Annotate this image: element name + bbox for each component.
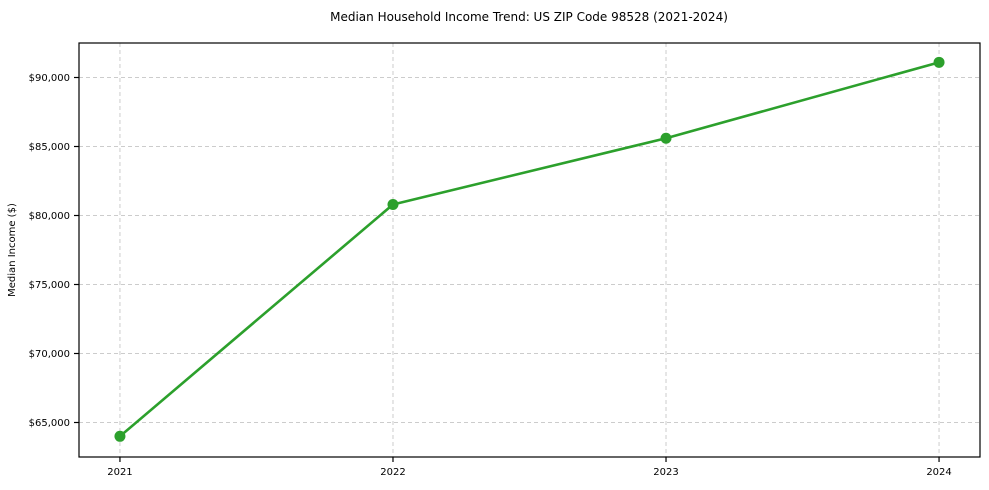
income-trend-line (118, 61, 941, 438)
x-tick-label: 2021 (107, 467, 132, 478)
x-tick-label: 2023 (653, 467, 678, 478)
plot-frame (78, 42, 981, 458)
grid-layer (79, 43, 980, 457)
y-tick-label: $65,000 (29, 418, 70, 429)
data-point (114, 430, 126, 442)
chart-title: Median Household Income Trend: US ZIP Co… (330, 10, 728, 24)
y-tick-label: $85,000 (29, 142, 70, 153)
y-tick-label: $75,000 (29, 280, 70, 291)
data-point (660, 132, 672, 144)
y-tick-label: $90,000 (29, 73, 70, 84)
x-tick-label: 2024 (926, 467, 951, 478)
y-tick-label: $70,000 (29, 349, 70, 360)
x-tick-label: 2022 (380, 467, 405, 478)
data-point (933, 56, 945, 68)
data-point (387, 198, 399, 210)
series-layer (114, 56, 945, 442)
y-tick-label: $80,000 (29, 211, 70, 222)
y-axis-label: Median Income ($) (7, 203, 18, 297)
axes-layer: $65,000 $70,000 $75,000 $80,000 $85,000 $90,0… (29, 42, 981, 478)
